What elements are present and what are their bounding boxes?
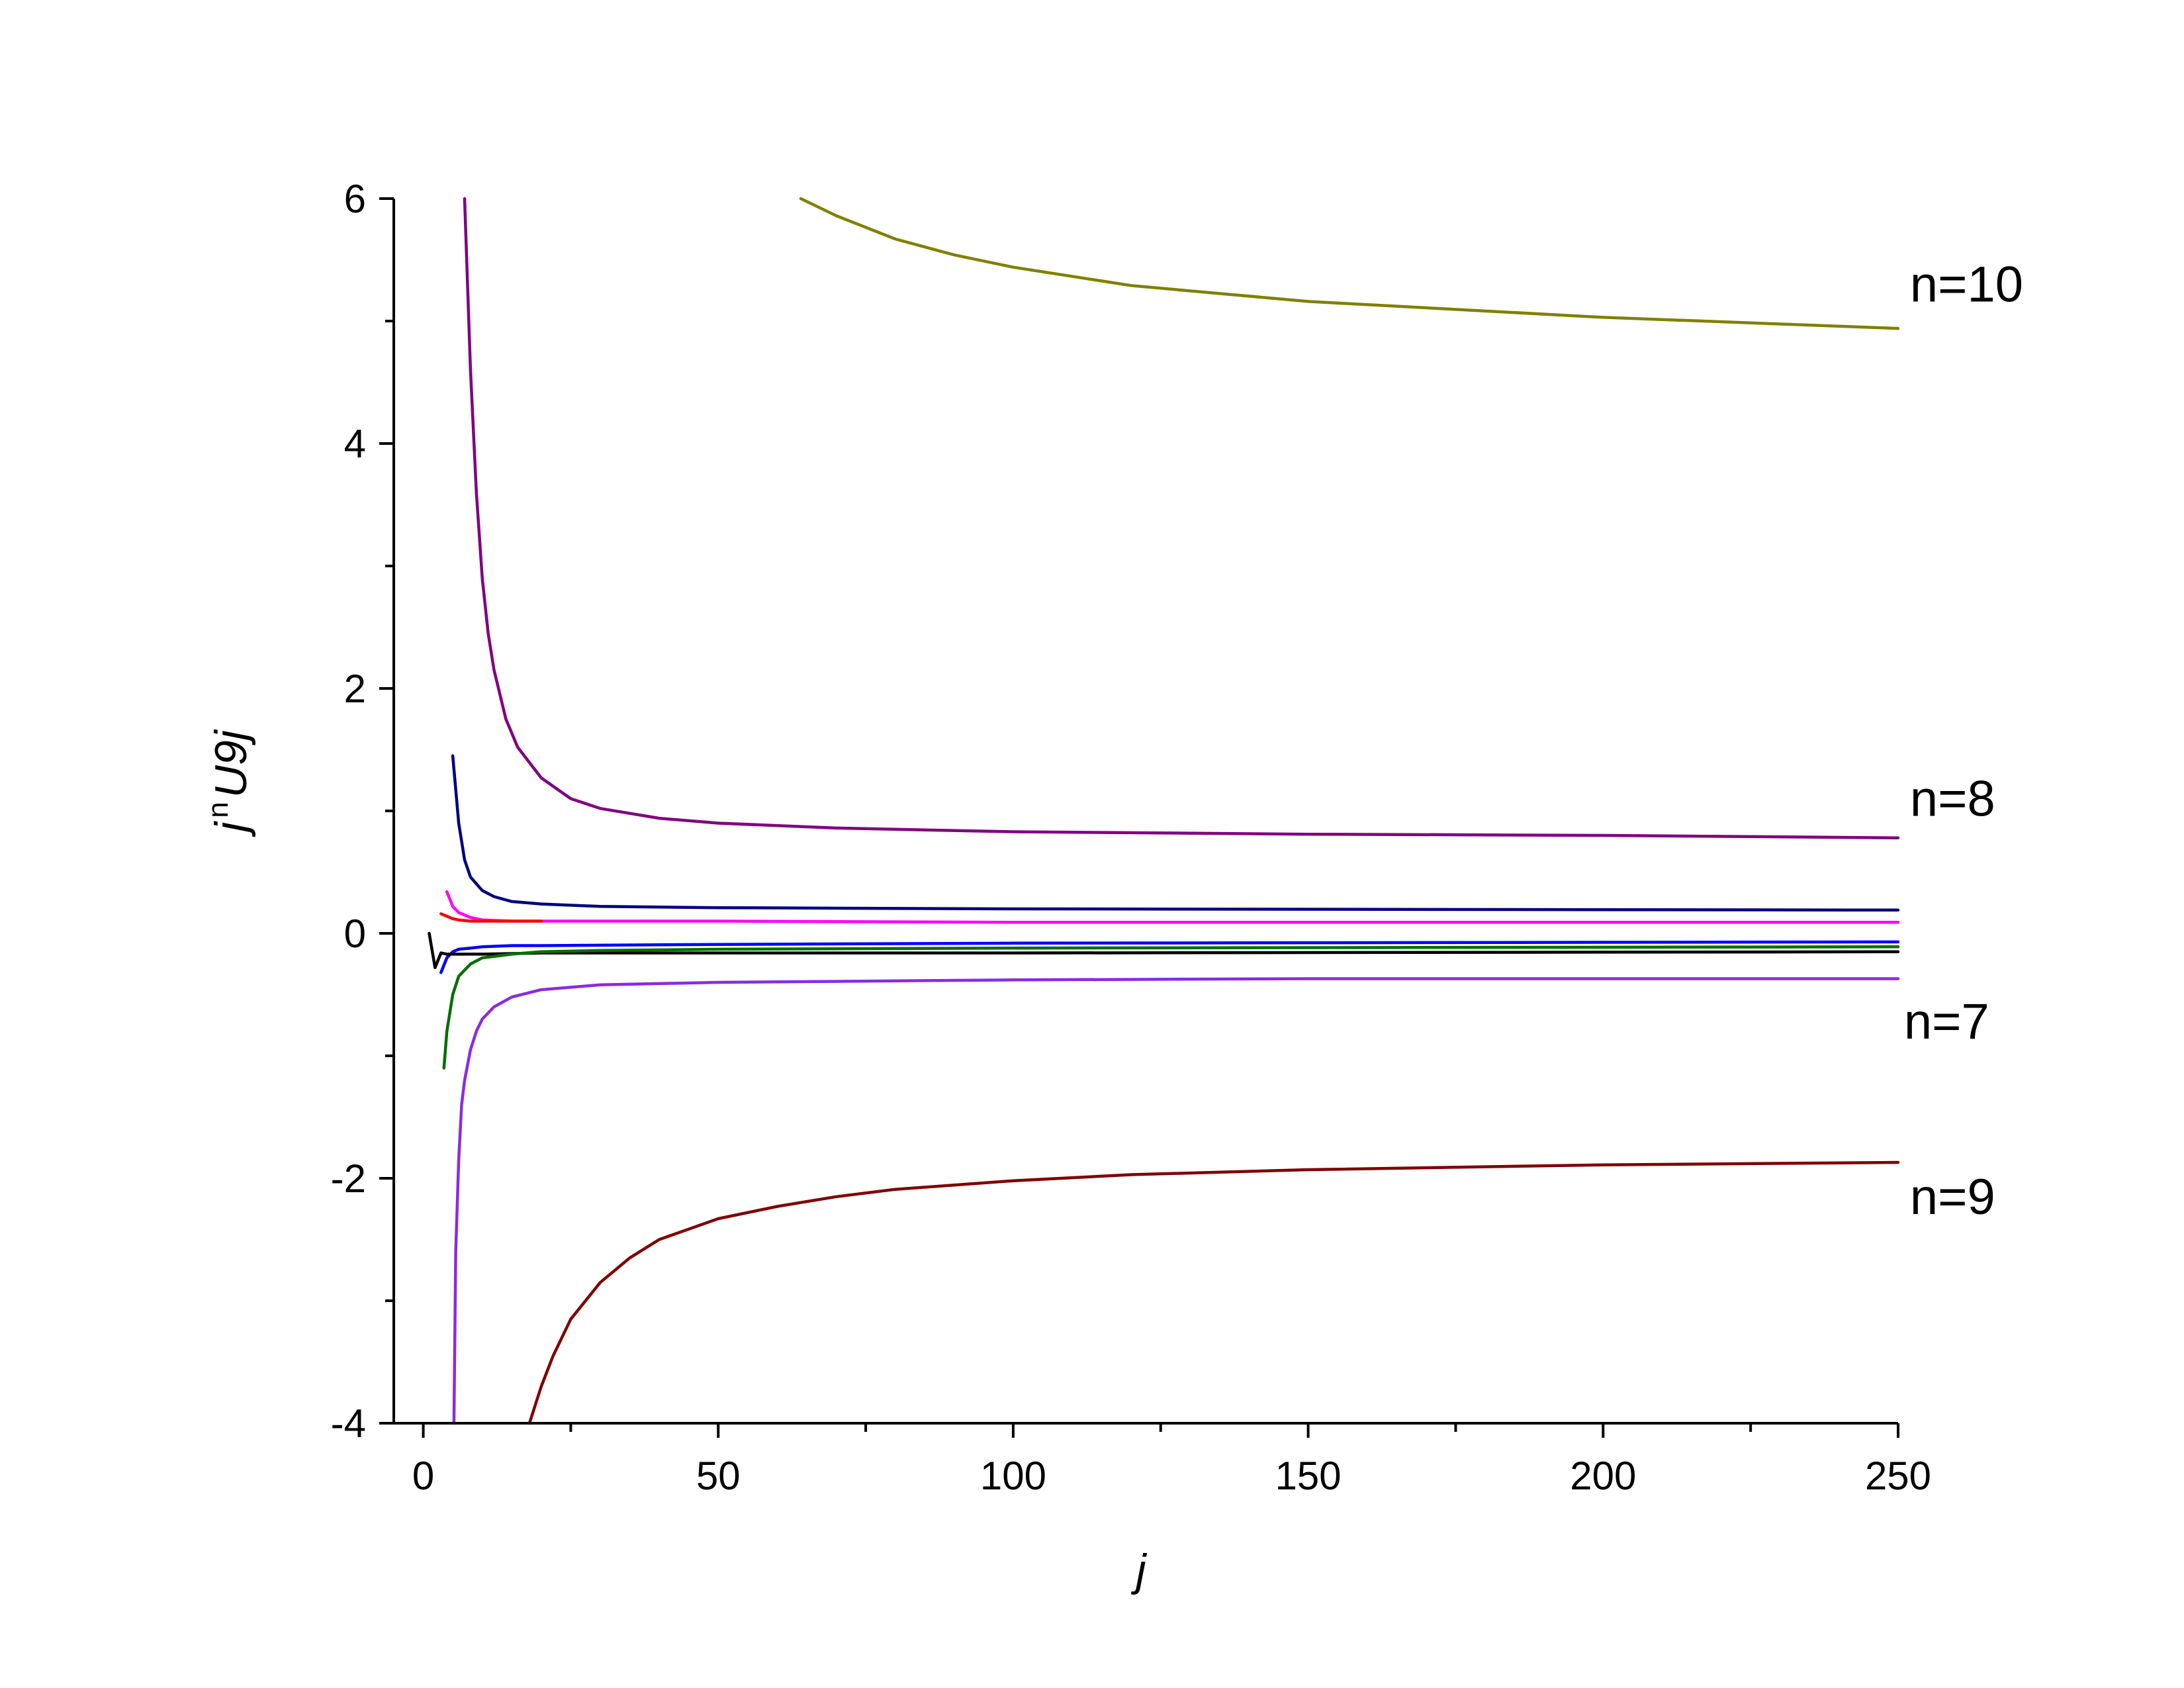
series-line-n-7 <box>452 977 1900 1425</box>
series-labels: n=10 n=8 n=7 n=9 <box>1904 257 2023 1225</box>
y-axis-title-base: j <box>206 821 256 837</box>
x-tick-label: 100 <box>980 1454 1046 1498</box>
series-annotation: n=8 <box>1910 771 1995 827</box>
y-axis-title-superscript: n <box>202 802 234 818</box>
x-tick-label: 50 <box>696 1454 741 1498</box>
y-axis-title: jn U9j <box>202 729 256 837</box>
series-line-unlabeled-7 <box>428 931 1900 970</box>
series-curves <box>428 197 1900 1425</box>
y-axis-title-rest: U9j <box>206 729 256 798</box>
series-line-n-10 <box>799 197 1900 330</box>
y-tick-label: -2 <box>331 1156 366 1201</box>
y-tick-label: 2 <box>344 667 366 711</box>
x-tick-label: 150 <box>1275 1454 1342 1498</box>
series-line-n-9 <box>527 1160 1900 1425</box>
x-tick-label: 200 <box>1570 1454 1636 1498</box>
y-tick-label: 0 <box>344 912 366 956</box>
y-tick-label: 4 <box>344 422 366 466</box>
series-line-unlabeled-8 <box>442 945 1900 1070</box>
x-tick-label: 250 <box>1865 1454 1931 1498</box>
y-tick-label: -4 <box>331 1401 366 1446</box>
x-tick-label: 0 <box>412 1454 434 1498</box>
y-tick-label: 6 <box>344 177 366 221</box>
series-annotation: n=7 <box>1904 994 1989 1050</box>
series-line-unlabeled-5 <box>439 912 543 923</box>
series-annotation: n=10 <box>1910 257 2023 313</box>
x-axis-title: j <box>1130 1545 1147 1595</box>
series-line-unlabeled-3 <box>451 754 1900 912</box>
series-annotation: n=9 <box>1910 1169 1995 1225</box>
series-line-n-8 <box>463 197 1900 839</box>
axes: 0 50 100 150 200 250 -4 -2 0 2 4 6 <box>331 177 1931 1498</box>
